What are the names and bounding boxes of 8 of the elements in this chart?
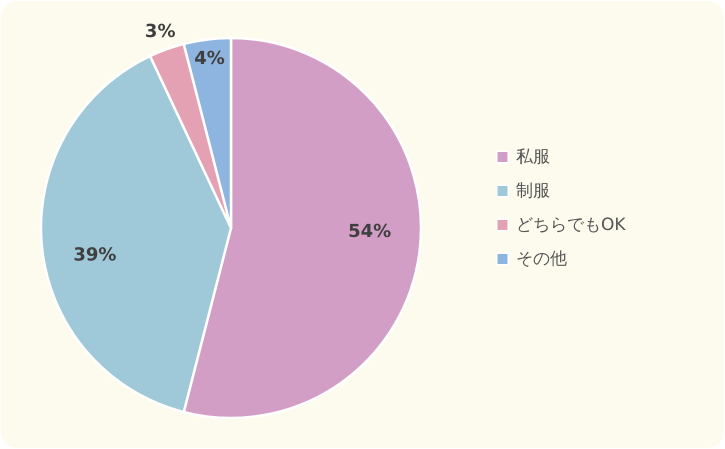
data-label: 54% xyxy=(348,221,392,242)
data-label: 39% xyxy=(73,244,116,266)
data-label: 4% xyxy=(194,48,225,69)
legend-label: その他 xyxy=(516,249,567,269)
legend-label: 私服 xyxy=(516,147,550,167)
legend-label: 制服 xyxy=(516,181,550,201)
data-label: 3% xyxy=(144,20,176,42)
legend-label: どちらでもOK xyxy=(516,215,626,235)
